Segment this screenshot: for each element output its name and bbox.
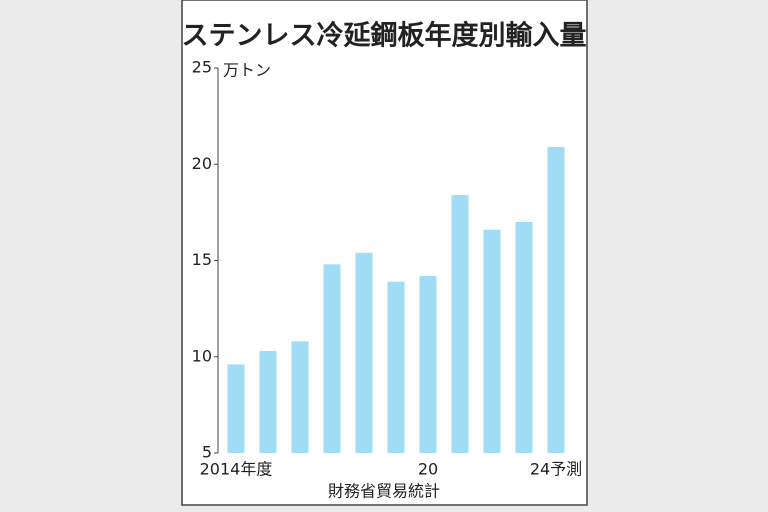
bar	[355, 252, 373, 453]
bar	[547, 146, 565, 454]
y-tick-label: 10	[192, 346, 212, 365]
y-tick-label: 5	[202, 443, 212, 462]
bar	[451, 195, 469, 454]
y-unit: 万トン	[223, 61, 271, 80]
bar	[387, 281, 405, 453]
source: 財務省貿易統計	[328, 482, 440, 501]
x-tick-label: 2014年度	[200, 460, 273, 479]
bar	[515, 222, 533, 453]
chart-title: ステンレス冷延鋼板年度別輸入量	[182, 20, 587, 52]
bar	[323, 264, 341, 453]
x-tick-label: 20	[418, 460, 438, 479]
bar	[483, 229, 501, 453]
bar	[291, 341, 309, 453]
bar	[259, 350, 277, 453]
bar	[227, 364, 245, 453]
y-tick-label: 15	[192, 250, 212, 269]
bar	[419, 275, 437, 453]
y-tick-label: 20	[192, 154, 212, 173]
y-tick-label: 25	[192, 58, 212, 77]
x-tick-label: 24予測	[530, 460, 582, 479]
